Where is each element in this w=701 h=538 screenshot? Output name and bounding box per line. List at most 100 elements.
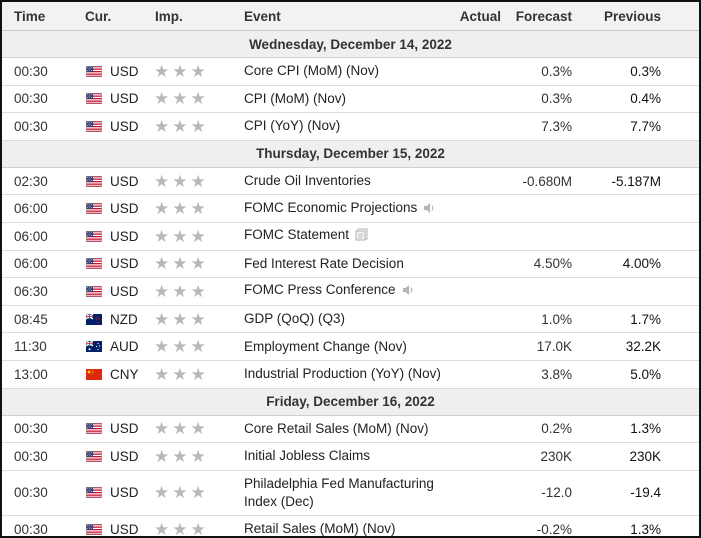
event-forecast: -0.680M <box>501 167 572 196</box>
event-name-text[interactable]: FOMC Statement <box>244 227 350 243</box>
event-currency: CNY <box>82 360 150 389</box>
document-icon[interactable] <box>355 228 368 246</box>
event-name[interactable]: CPI (MoM) (Nov) <box>244 85 451 114</box>
event-previous <box>572 277 661 306</box>
event-currency: NZD <box>82 305 150 334</box>
event-row[interactable]: 00:30 USD ★ ★ ★ Retail Sales (MoM) (Nov) -0.2%… <box>2 515 699 538</box>
star-icon: ★ <box>172 116 188 136</box>
event-actual <box>451 442 501 471</box>
event-name[interactable]: FOMC Economic Projections <box>244 194 451 223</box>
event-name[interactable]: Core CPI (MoM) (Nov) <box>244 57 451 86</box>
event-actual <box>451 57 501 86</box>
event-time: 00:30 <box>2 415 82 444</box>
header-actual[interactable]: Actual <box>451 2 501 31</box>
star-icon: ★ <box>154 281 170 301</box>
star-icon: ★ <box>190 116 206 136</box>
event-row[interactable]: 06:00 USD ★ ★ ★ FOMC Economic Projections <box>2 194 699 223</box>
event-name-text[interactable]: Core CPI (MoM) (Nov) <box>244 63 380 79</box>
event-currency: USD <box>82 194 150 223</box>
event-currency: USD <box>82 515 150 536</box>
row-spacer <box>661 194 699 223</box>
event-name[interactable]: Philadelphia Fed Manufacturing Index (De… <box>244 470 451 516</box>
event-name[interactable]: GDP (QoQ) (Q3) <box>244 305 451 334</box>
speaker-icon[interactable] <box>423 201 436 219</box>
event-row[interactable]: 00:30 USD ★ ★ ★ Core Retail Sales (MoM) (Nov)… <box>2 415 699 444</box>
star-icon: ★ <box>154 519 170 538</box>
event-previous: 0.4% <box>572 85 661 114</box>
event-previous: 5.0% <box>572 360 661 389</box>
star-icon: ★ <box>190 199 206 219</box>
event-name-text[interactable]: Industrial Production (YoY) (Nov) <box>244 366 441 382</box>
event-name-text[interactable]: Philadelphia Fed Manufacturing Index (De… <box>244 475 434 509</box>
event-name-text[interactable]: CPI (MoM) (Nov) <box>244 90 346 106</box>
event-row[interactable]: 13:00 CNY ★ ★ ★ Industrial Production (YoY) (… <box>2 360 699 389</box>
event-name-text[interactable]: FOMC Economic Projections <box>244 199 418 215</box>
event-name[interactable]: Crude Oil Inventories <box>244 167 451 196</box>
row-spacer <box>661 250 699 279</box>
event-forecast: -12.0 <box>501 470 572 516</box>
us-flag <box>86 175 102 187</box>
event-row[interactable]: 00:30 USD ★ ★ ★ Philadelphia Fed Manufacturin… <box>2 470 699 516</box>
event-name-text[interactable]: Employment Change (Nov) <box>244 338 407 354</box>
event-row[interactable]: 00:30 USD ★ ★ ★ CPI (MoM) (Nov) 0.3% 0.4% <box>2 85 699 114</box>
event-name-text[interactable]: Retail Sales (MoM) (Nov) <box>244 521 396 537</box>
us-flag <box>86 202 102 215</box>
event-name[interactable]: Initial Jobless Claims <box>244 442 451 471</box>
event-name-text[interactable]: Initial Jobless Claims <box>244 448 371 464</box>
star-icon: ★ <box>172 519 188 538</box>
event-row[interactable]: 08:45 NZD ★ ★ ★ GDP (QoQ) (Q3) 1.0% 1.7% <box>2 305 699 334</box>
event-name-text[interactable]: Fed Interest Rate Decision <box>244 255 404 271</box>
event-forecast: 7.3% <box>501 112 572 141</box>
event-forecast: 0.3% <box>501 85 572 114</box>
star-icon: ★ <box>172 419 188 439</box>
header-currency[interactable]: Cur. <box>82 2 150 31</box>
event-row[interactable]: 06:30 USD ★ ★ ★ FOMC Press Conference <box>2 277 699 306</box>
importance-stars: ★ ★ ★ <box>150 277 244 306</box>
event-row[interactable]: 06:00 USD ★ ★ ★ FOMC Statement <box>2 222 699 251</box>
header-previous[interactable]: Previous <box>572 2 661 31</box>
event-name[interactable]: FOMC Statement <box>244 222 451 251</box>
star-icon: ★ <box>154 171 170 191</box>
us-flag <box>86 65 102 77</box>
event-name[interactable]: CPI (YoY) (Nov) <box>244 112 451 141</box>
event-name-text[interactable]: Core Retail Sales (MoM) (Nov) <box>244 420 429 436</box>
event-previous: -5.187M <box>572 167 661 196</box>
speaker-icon[interactable] <box>402 283 415 301</box>
event-name[interactable]: Core Retail Sales (MoM) (Nov) <box>244 415 451 444</box>
star-icon: ★ <box>172 309 188 329</box>
event-name-text[interactable]: CPI (YoY) (Nov) <box>244 118 341 134</box>
header-time[interactable]: Time <box>2 2 82 31</box>
event-name[interactable]: Retail Sales (MoM) (Nov) <box>244 515 451 537</box>
header-event[interactable]: Event <box>244 2 451 31</box>
event-row[interactable]: 06:00 USD ★ ★ ★ Fed Interest Rate Decision 4.5… <box>2 250 699 279</box>
event-row[interactable]: 00:30 USD ★ ★ ★ Core CPI (MoM) (Nov) 0.3% 0.3% <box>2 57 699 86</box>
event-name[interactable]: FOMC Press Conference <box>244 277 451 306</box>
event-time: 00:30 <box>2 470 82 516</box>
event-name[interactable]: Employment Change (Nov) <box>244 332 451 361</box>
star-icon: ★ <box>190 337 206 357</box>
event-name-text[interactable]: GDP (QoQ) (Q3) <box>244 311 346 327</box>
event-row[interactable]: 11:30 AUD ★ ★ ★ Employment Change (Nov) 17.0K 3… <box>2 332 699 361</box>
event-name[interactable]: Fed Interest Rate Decision <box>244 250 451 279</box>
star-icon: ★ <box>154 254 170 274</box>
star-icon: ★ <box>190 254 206 274</box>
event-name-text[interactable]: FOMC Press Conference <box>244 282 396 298</box>
event-name[interactable]: Industrial Production (YoY) (Nov) <box>244 360 451 389</box>
row-spacer <box>661 222 699 251</box>
event-actual <box>451 470 501 516</box>
importance-stars: ★ ★ ★ <box>150 332 244 361</box>
star-icon: ★ <box>172 226 188 246</box>
star-icon: ★ <box>190 419 206 439</box>
event-row[interactable]: 02:30 USD ★ ★ ★ Crude Oil Inventories -0.680M -… <box>2 167 699 196</box>
event-name-text[interactable]: Crude Oil Inventories <box>244 173 371 189</box>
header-importance[interactable]: Imp. <box>150 2 244 31</box>
header-forecast[interactable]: Forecast <box>501 2 572 31</box>
event-row[interactable]: 00:30 USD ★ ★ ★ Initial Jobless Claims 230K 230… <box>2 442 699 471</box>
importance-stars: ★ ★ ★ <box>150 415 244 444</box>
star-icon: ★ <box>190 171 206 191</box>
event-time: 06:30 <box>2 277 82 306</box>
importance-stars: ★ ★ ★ <box>150 167 244 196</box>
us-flag <box>86 230 102 242</box>
event-previous <box>572 222 661 251</box>
event-row[interactable]: 00:30 USD ★ ★ ★ CPI (YoY) (Nov) 7.3% 7.7% <box>2 112 699 141</box>
